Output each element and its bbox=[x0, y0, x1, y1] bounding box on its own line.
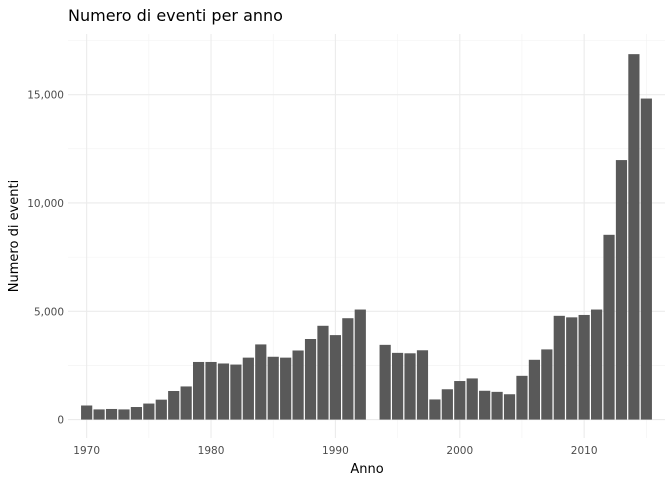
bar-1983 bbox=[242, 357, 254, 420]
bar-1995 bbox=[391, 352, 404, 420]
bar-2011 bbox=[590, 309, 603, 420]
x-axis-ticks: 1970 1980 1990 2000 2010 bbox=[73, 445, 597, 457]
bar-1981 bbox=[217, 363, 230, 420]
bar-2001 bbox=[466, 378, 478, 420]
bar-2005 bbox=[516, 375, 528, 420]
y-tick-label: 0 bbox=[57, 415, 64, 427]
bar-2012 bbox=[603, 234, 615, 420]
y-tick-label: 5,000 bbox=[34, 306, 64, 318]
bar-1970 bbox=[81, 405, 93, 420]
y-tick-label: 15,000 bbox=[27, 90, 64, 102]
x-tick-label: 2010 bbox=[571, 445, 598, 457]
bar-1994 bbox=[379, 344, 391, 420]
bars bbox=[81, 54, 652, 420]
bar-2014 bbox=[628, 54, 640, 420]
bar-1982 bbox=[230, 364, 242, 420]
x-tick-label: 1980 bbox=[198, 445, 225, 457]
bar-1980 bbox=[205, 361, 217, 420]
bar-2000 bbox=[454, 381, 466, 420]
bar-1996 bbox=[404, 353, 416, 420]
bar-2008 bbox=[553, 315, 565, 420]
bar-1974 bbox=[130, 407, 143, 420]
bar-1985 bbox=[267, 356, 279, 420]
bar-1990 bbox=[329, 335, 342, 420]
bar-1973 bbox=[118, 409, 130, 420]
bar-1979 bbox=[192, 361, 205, 420]
bar-1999 bbox=[441, 389, 453, 420]
x-tick-label: 1990 bbox=[322, 445, 349, 457]
bar-1984 bbox=[255, 344, 267, 420]
x-tick-label: 2000 bbox=[446, 445, 473, 457]
bar-1989 bbox=[317, 325, 329, 420]
bar-1986 bbox=[280, 357, 292, 420]
bar-2013 bbox=[615, 160, 628, 420]
bar-1991 bbox=[342, 318, 354, 420]
chart-title: Numero di eventi per anno bbox=[68, 6, 283, 25]
bar-2006 bbox=[528, 359, 541, 420]
bar-1988 bbox=[304, 339, 317, 420]
bar-1992 bbox=[354, 309, 366, 420]
bar-1977 bbox=[168, 390, 180, 420]
bar-1971 bbox=[93, 409, 105, 420]
bar-1972 bbox=[105, 408, 118, 420]
bar-2003 bbox=[491, 391, 503, 420]
bar-2009 bbox=[566, 317, 578, 420]
y-axis-ticks: 0 5,000 10,000 15,000 bbox=[27, 90, 64, 427]
bar-1978 bbox=[180, 386, 192, 420]
bar-1998 bbox=[429, 399, 441, 420]
grid bbox=[68, 34, 665, 438]
bar-2010 bbox=[578, 314, 590, 420]
y-axis-title: Numero di eventi bbox=[7, 180, 22, 292]
bar-1997 bbox=[416, 350, 429, 420]
bar-1987 bbox=[292, 350, 304, 420]
x-axis-title: Anno bbox=[350, 462, 383, 477]
bar-2002 bbox=[479, 390, 491, 420]
y-tick-label: 10,000 bbox=[27, 198, 64, 210]
bar-1975 bbox=[143, 403, 155, 420]
x-tick-label: 1970 bbox=[73, 445, 100, 457]
bar-1976 bbox=[155, 399, 167, 420]
bar-2004 bbox=[503, 394, 516, 420]
bar-2015 bbox=[640, 98, 652, 420]
bar-2007 bbox=[541, 349, 553, 420]
